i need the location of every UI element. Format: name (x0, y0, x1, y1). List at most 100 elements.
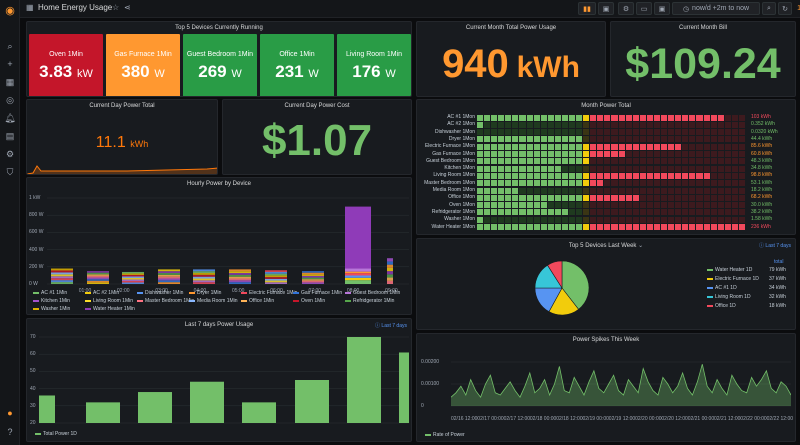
x-tick-label: 05:00 (232, 288, 245, 292)
last-week-link[interactable]: ⓘ Last 7 days (759, 243, 791, 249)
pie-legend-item[interactable]: AC #1 1D (707, 285, 737, 291)
legend-label: Dryer 1Min (197, 290, 222, 296)
last-week-pie (534, 260, 590, 316)
explore-icon[interactable]: ◎ (6, 94, 14, 105)
legend-item[interactable]: AC #2 1Min (85, 290, 119, 296)
device-tile-number: 380 (121, 62, 150, 81)
device-tile-value: 380 W (106, 62, 180, 82)
seven-days-bar[interactable] (138, 392, 172, 423)
tv-mode-icon[interactable]: ▭ (636, 2, 652, 15)
device-tile[interactable]: Gas Furnace 1Min 380 W (106, 34, 180, 96)
dashboard-grid-icon: ▦ (26, 3, 34, 12)
pie-legend-item[interactable]: Living Room 1D (707, 294, 751, 300)
month-row-label: AC #2 1Mon (447, 121, 475, 128)
month-row-value: 1.58 kWh (751, 216, 773, 223)
chevron-down-icon[interactable]: ⌄ (638, 243, 644, 249)
seven-days-link[interactable]: ⓘ Last 7 days (375, 323, 407, 329)
save-icon[interactable]: ▣ (598, 2, 614, 15)
x-tick-label: 02/19 00:00 (582, 416, 609, 422)
pie-legend-label: AC #1 1D (715, 285, 737, 291)
month-row-gauge (477, 151, 745, 157)
clock-icon: ◷ (682, 5, 690, 13)
device-tile[interactable]: Living Room 1Min 176 W (337, 34, 411, 96)
star-icon[interactable]: ☆ (112, 3, 120, 12)
legend-swatch (425, 433, 431, 436)
plus-icon[interactable]: + (7, 59, 13, 69)
month-row-label: Washer 1Mon (444, 216, 475, 223)
pie-slice[interactable] (547, 260, 563, 290)
file-icon[interactable]: ▤ (5, 130, 15, 141)
seven-days-bar[interactable] (295, 380, 329, 423)
legend-item[interactable]: Electric Furnace 1Min (241, 290, 297, 296)
legend-item[interactable]: Oven 1Min (293, 298, 325, 304)
legend-item[interactable]: Guest Bedroom 1Min (345, 290, 400, 296)
legend-item[interactable]: Water Heater 1Min (85, 306, 135, 312)
y-tick-label: 70 (30, 334, 36, 340)
settings-icon[interactable]: ⚙ (618, 2, 634, 15)
view-icon[interactable]: ▣ (654, 2, 670, 15)
refresh-interval[interactable]: 1m (794, 2, 800, 15)
legend-item[interactable]: Media Room 1Min (189, 298, 238, 304)
legend-item[interactable]: Office 1Min (241, 298, 274, 304)
month-row-label: Water Heater 1Mon (431, 223, 475, 230)
legend-item[interactable]: AC #1 1Min (33, 290, 67, 296)
legend-item[interactable]: Gas Furnace 1Min (293, 290, 342, 296)
seven-days-bar[interactable] (347, 337, 381, 423)
legend-item[interactable]: Dishwasher 1Min (137, 290, 183, 296)
legend-swatch (33, 299, 39, 302)
gear-icon[interactable]: ⚙ (5, 148, 15, 159)
y-tick-label: 0 (421, 403, 424, 409)
y-tick-label: 1 kW (29, 195, 41, 201)
legend-label: Master Bedroom 1Min (145, 298, 195, 304)
grafana-logo-icon[interactable]: ◉ (5, 4, 15, 17)
month-row-label: Media Room 1Mon (432, 187, 475, 193)
legend-item[interactable]: Living Room 1Min (85, 298, 133, 304)
device-tile-label: Oven 1Min (49, 51, 83, 58)
seven-days-bar[interactable] (190, 381, 224, 423)
time-range-picker[interactable]: ◷ now/d +2m to now (672, 2, 760, 15)
month-row-gauge (477, 143, 745, 150)
seven-days-bar[interactable] (39, 395, 55, 423)
legend-item[interactable]: Master Bedroom 1Min (137, 298, 194, 304)
device-tile[interactable]: Office 1Min 231 W (260, 34, 334, 96)
shield-icon[interactable]: ⛉ (6, 166, 14, 177)
legend-swatch (241, 299, 247, 302)
device-tile-label: Guest Bedroom 1Min (186, 51, 254, 58)
device-tile[interactable]: Guest Bedroom 1Min 269 W (183, 34, 257, 96)
pie-legend-item[interactable]: Water Heater 1D (707, 267, 752, 273)
device-tile-unit: W (308, 68, 319, 80)
panel-month-power: Month Power Total AC #1 1Mon 103 kWh AC #2… (416, 99, 796, 235)
seven-days-legend[interactable]: Total Power 1D (35, 431, 77, 437)
legend-item[interactable]: Refridgerator 1Min (345, 298, 394, 304)
pie-legend-item[interactable]: Office 1D (707, 303, 736, 309)
month-row-label: Gas Furnace 1Mon (432, 150, 475, 157)
legend-label: Office 1Min (249, 298, 275, 304)
share-icon[interactable]: ⋖ (124, 3, 131, 12)
seven-days-bar[interactable] (399, 352, 409, 423)
refresh-icon[interactable]: ↻ (778, 2, 792, 15)
month-row-gauge (477, 172, 745, 179)
spikes-legend[interactable]: Rate of Power (425, 432, 465, 438)
pie-slice[interactable] (561, 260, 590, 310)
panel-month-bill: Current Month Bill $109.24 (610, 21, 796, 97)
pie-legend-item[interactable]: Electric Furnace 1D (707, 276, 759, 282)
x-tick-label: 02/19 12:00 (608, 416, 636, 422)
seven-days-bar[interactable] (242, 402, 276, 423)
page-title[interactable]: Home Energy Usage (38, 3, 113, 12)
help-icon[interactable]: ? (7, 427, 13, 437)
day-total-value: 11.1 kWh (27, 134, 217, 152)
avatar[interactable]: ● (7, 408, 13, 418)
legend-item[interactable]: Washer 1Min (33, 306, 70, 312)
legend-swatch (345, 299, 351, 302)
add-panel-button[interactable]: ▮▮ (578, 2, 596, 15)
x-tick-label: 02/17 12:00 (503, 416, 531, 422)
search-icon[interactable]: ⌕ (7, 40, 13, 51)
alert-bell-icon[interactable]: 🔔︎ (4, 112, 16, 123)
dashboards-icon[interactable]: ▦ (5, 76, 15, 87)
seven-days-bar[interactable] (86, 402, 120, 423)
panel-title: Top 5 Devices Currently Running (175, 25, 263, 31)
legend-item[interactable]: Kitchen 1Min (33, 298, 70, 304)
zoom-out-icon[interactable]: ⌕ (762, 2, 776, 15)
legend-item[interactable]: Dryer 1Min (189, 290, 221, 296)
device-tile[interactable]: Oven 1Min 3.83 kW (29, 34, 103, 96)
